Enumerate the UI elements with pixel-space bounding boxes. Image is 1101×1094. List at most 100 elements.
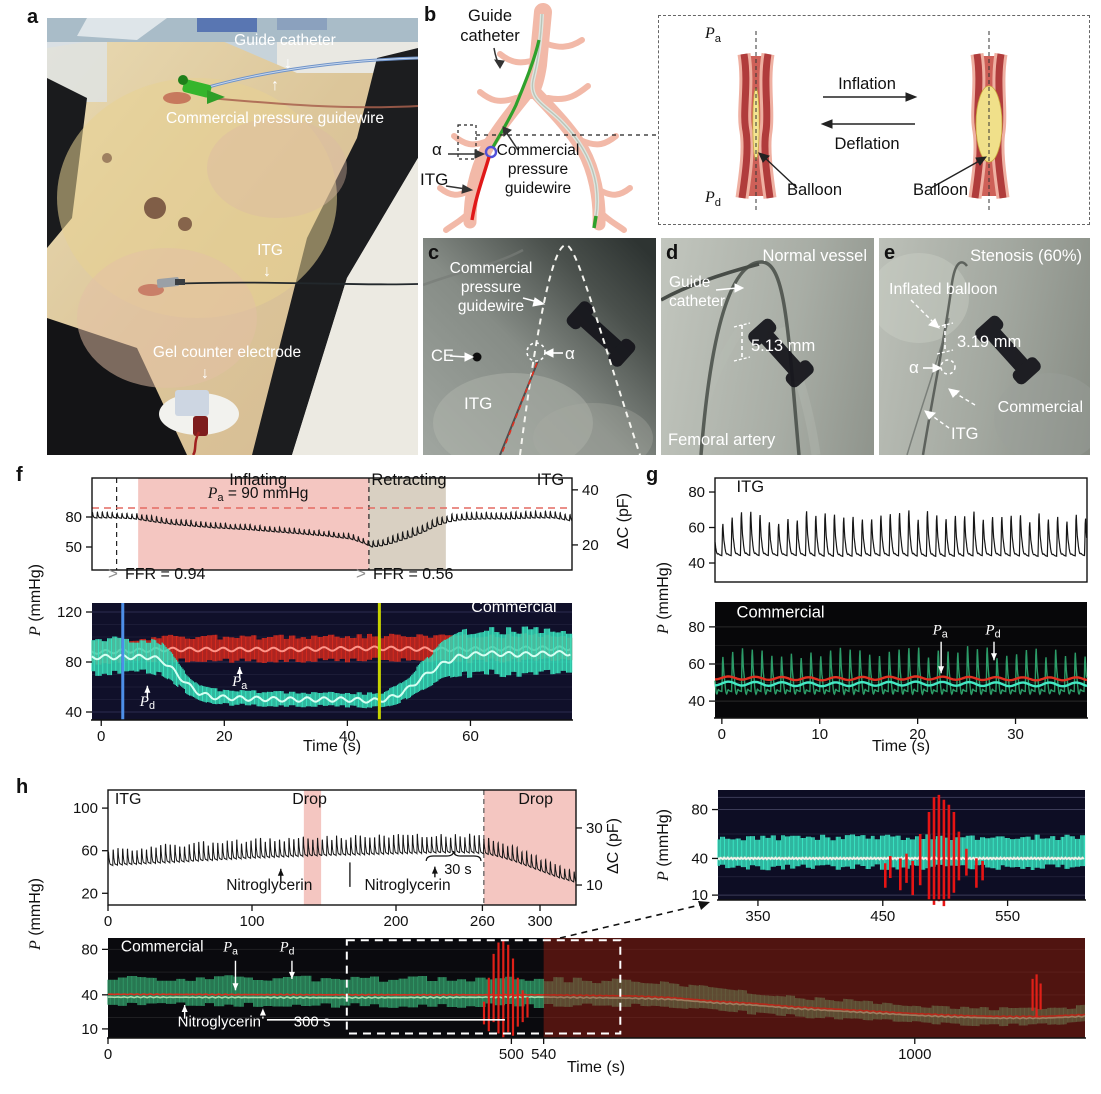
svg-text:60: 60 (81, 843, 98, 860)
commercial-guidewire-path (491, 39, 541, 148)
panel-letter-g: g (646, 464, 659, 486)
svg-text:200: 200 (383, 913, 408, 930)
label-stenosis: Stenosis (60%) (970, 247, 1082, 265)
f-y2-axis-title: ΔC (pF) (615, 492, 632, 550)
radiopaque-clamp (748, 318, 814, 388)
label-commercial-guidewire: Commercial pressure guidewire (449, 260, 533, 315)
inflation-deflation-arrows (758, 92, 988, 189)
svg-text:40: 40 (65, 704, 82, 721)
svg-text:20: 20 (81, 885, 98, 902)
g-x-axis-title: Time (s) (871, 738, 931, 755)
svg-text:Nitroglycerin: Nitroglycerin (178, 1014, 261, 1031)
svg-text:60: 60 (688, 520, 705, 537)
svg-text:Commercial: Commercial (737, 604, 825, 622)
label-deflation: Deflation (834, 135, 900, 153)
svg-text:550: 550 (995, 908, 1020, 925)
inset-zoom-arrow (559, 901, 710, 939)
pressure-guidewire-wire (208, 97, 418, 109)
annotation-arrows (445, 47, 519, 194)
panel-d-xray: Normal vessel Guide catheter 5.13 mm Femo… (661, 238, 874, 455)
annotation-arrows (449, 297, 563, 362)
alpha-circle (526, 342, 546, 362)
alpha-circle (940, 359, 956, 375)
svg-text:120: 120 (57, 604, 82, 621)
svg-text:100: 100 (239, 913, 264, 930)
h-y-axis-title: P (mmHg) (27, 878, 44, 950)
svg-text:Pd: Pd (279, 940, 295, 958)
alpha-junction-marker (484, 145, 498, 159)
commercial-trace (921, 261, 968, 455)
svg-text:40: 40 (691, 850, 708, 867)
arrow-up-icon: ↑ (271, 77, 279, 94)
chart-h-commercial-zoom-inset: 350 450 550 80 40 10 (691, 790, 1086, 925)
arrow-down-icon: ↓ (284, 55, 292, 72)
itg-trace-dashed (501, 362, 538, 454)
h-y2-axis-title: ΔC (pF) (605, 817, 622, 875)
svg-text:350: 350 (745, 908, 770, 925)
svg-text:20: 20 (582, 537, 599, 554)
svg-text:300: 300 (527, 913, 552, 930)
svg-text:30: 30 (1007, 726, 1024, 743)
guidewire-trace-dashed (519, 243, 641, 455)
label-alpha: α (432, 140, 442, 159)
svg-text:Commercial: Commercial (471, 599, 556, 616)
svg-text:80: 80 (81, 941, 98, 958)
panel-letter-c: c (428, 242, 440, 264)
annotation-arrows (715, 283, 745, 293)
label-ce: CE (431, 347, 454, 365)
svg-text:260: 260 (470, 913, 495, 930)
ffr-value-occluded: > FFR = 0.56 (356, 564, 454, 583)
svg-text:Drop: Drop (292, 791, 327, 808)
svg-text:80: 80 (65, 654, 82, 671)
svg-text:0: 0 (104, 913, 112, 930)
svg-text:Pa: Pa (231, 674, 247, 692)
label-guide-catheter: Guide catheter (460, 7, 520, 46)
svg-text:Nitroglycerin: Nitroglycerin (364, 877, 450, 894)
label-guide-catheter: Guide catheter (234, 32, 336, 49)
chart-h-itg-nitroglycerin: 0 100 200 260 300 100 60 20 30 10 ITG Drop Drop Nitro… (73, 789, 603, 930)
label-normal-vessel: Normal vessel (762, 247, 867, 265)
counter-electrode-dot (472, 352, 482, 362)
chart-h-commercial-long: 0 500 540 1000 80 40 10 Commercial Pa Pd Nitroglyc… (81, 938, 1086, 1063)
svg-text:0: 0 (97, 728, 105, 745)
svg-text:Retracting: Retracting (371, 471, 446, 489)
f-y-axis-title: P (mmHg) (27, 564, 44, 636)
h-inset-y-axis-title: P (mmHg) (655, 809, 672, 881)
svg-text:40: 40 (81, 987, 98, 1004)
arrow-down-icon: ↓ (263, 263, 271, 280)
svg-text:500: 500 (499, 1046, 524, 1063)
svg-text:40: 40 (688, 693, 705, 710)
svg-text:40: 40 (582, 482, 599, 499)
svg-text:Pd: Pd (139, 694, 155, 712)
label-alpha: α (909, 358, 919, 377)
annotation-arrows (910, 299, 976, 429)
ffr-marker-icon: > (356, 564, 366, 583)
svg-text:80: 80 (688, 484, 705, 501)
svg-text:ITG: ITG (737, 478, 765, 496)
svg-text:10: 10 (691, 887, 708, 904)
ffr-value-baseline: > FFR = 0.94 (108, 564, 206, 583)
label-itg: ITG (420, 170, 449, 189)
svg-text:Pd: Pd (984, 622, 1000, 640)
itg-puncture-site (138, 284, 164, 296)
svg-text:0: 0 (718, 726, 726, 743)
svg-text:540: 540 (531, 1046, 556, 1063)
svg-text:10: 10 (811, 726, 828, 743)
svg-text:Nitroglycerin: Nitroglycerin (226, 877, 312, 894)
panel-a-photo: Guide catheter ↓ ↑ Commercial pressure g… (47, 18, 418, 455)
svg-text:Commercial: Commercial (121, 939, 204, 956)
label-balloon-left: Balloon (787, 181, 843, 199)
chart-g-commercial-pressure: 0 10 20 30 80 60 40 Commercial Pa Pd (688, 602, 1088, 743)
svg-text:Inflating: Inflating (229, 471, 287, 489)
label-commercial: Commercial (997, 399, 1083, 416)
chart-f-commercial-pressure: 0 20 40 60 120 80 40 Commercial Pa Pd (57, 599, 573, 745)
label-measurement: 5.13 mm (751, 337, 816, 355)
ffr-marker-icon: > (108, 564, 118, 583)
gel-counter-electrode-pad (159, 390, 239, 455)
svg-text:Pa: Pa (222, 940, 238, 958)
svg-text:ITG: ITG (537, 471, 565, 489)
radiopaque-clamp (566, 301, 636, 367)
itg-path (470, 156, 491, 221)
label-pd: Pd (705, 189, 722, 210)
svg-text:300 s: 300 s (294, 1014, 331, 1031)
